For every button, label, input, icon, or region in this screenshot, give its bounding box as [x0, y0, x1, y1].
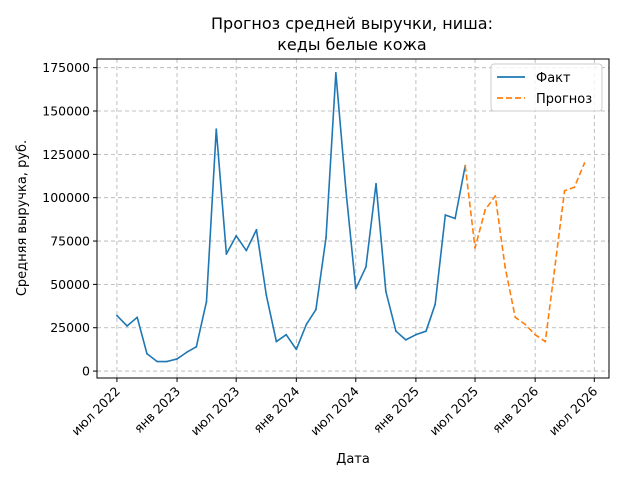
data-point-fact [166, 360, 168, 363]
legend-box [490, 63, 603, 112]
data-point-fact [425, 330, 427, 333]
data-point-fact [245, 249, 248, 252]
y-tick-label: 100000 [42, 190, 90, 205]
y-tick-label: 125000 [42, 147, 90, 162]
data-point-fact [395, 330, 397, 333]
data-point-fact [354, 287, 357, 290]
legend-label-forecast: Прогноз [536, 92, 592, 107]
data-point-fact [295, 348, 298, 351]
data-point-fact [186, 351, 189, 353]
plot-frame [96, 58, 610, 379]
data-point-fact [454, 217, 457, 220]
data-point-forecast [553, 269, 556, 272]
grid-layer [97, 59, 609, 378]
legend: Факт Прогноз [490, 63, 603, 112]
data-point-forecast [514, 316, 517, 319]
data-point-forecast [494, 195, 497, 197]
data-point-fact [156, 360, 159, 363]
y-tick-label: 175000 [42, 60, 90, 75]
y-tick-label: 0 [82, 364, 90, 379]
data-point-fact [215, 128, 218, 131]
data-point-forecast [583, 162, 586, 164]
series-line-fact [116, 72, 467, 363]
data-point-fact [365, 266, 367, 268]
data-point-fact [265, 293, 268, 296]
data-point-fact [404, 338, 407, 341]
legend-label-fact: Факт [536, 71, 571, 86]
data-point-fact [325, 236, 327, 239]
chart-title-line-2: кеды белые кожа [277, 35, 426, 54]
data-point-fact [384, 290, 387, 293]
data-point-fact [305, 323, 308, 326]
chart-title-line-1: Прогноз средней выручки, ниша: [211, 14, 493, 33]
data-point-fact [176, 358, 178, 360]
data-point-fact [126, 325, 128, 327]
data-point-fact [315, 308, 317, 311]
data-point-fact [255, 228, 258, 231]
data-point-forecast [524, 323, 526, 326]
y-tick-label: 150000 [42, 104, 90, 119]
data-point-fact [375, 182, 377, 185]
data-point-forecast [464, 164, 467, 167]
y-tick-label: 25000 [50, 320, 90, 335]
data-point-fact [136, 316, 139, 319]
y-tick-label: 75000 [50, 234, 90, 249]
data-point-fact [345, 189, 347, 192]
data-point-fact [235, 234, 238, 237]
data-point-fact [225, 253, 228, 255]
data-point-forecast [474, 247, 476, 249]
data-point-fact [334, 71, 337, 74]
data-point-fact [444, 214, 447, 216]
series-layer [116, 71, 586, 363]
data-point-fact [434, 303, 437, 306]
data-point-fact [146, 352, 148, 355]
data-point-fact [414, 333, 417, 336]
data-point-forecast [534, 333, 537, 336]
data-point-fact [205, 300, 208, 303]
data-point-fact [285, 333, 288, 336]
y-axis-label: Средняя выручка, руб. [15, 140, 30, 296]
x-axis-label: Дата [336, 452, 370, 467]
data-point-forecast [544, 340, 547, 343]
data-point-fact [116, 314, 118, 317]
data-point-fact [195, 345, 198, 348]
data-point-fact [275, 340, 278, 343]
data-point-forecast [504, 266, 506, 268]
data-point-forecast [563, 189, 566, 192]
y-tick-label: 50000 [50, 277, 90, 292]
data-point-forecast [573, 186, 576, 189]
data-point-forecast [484, 208, 487, 211]
